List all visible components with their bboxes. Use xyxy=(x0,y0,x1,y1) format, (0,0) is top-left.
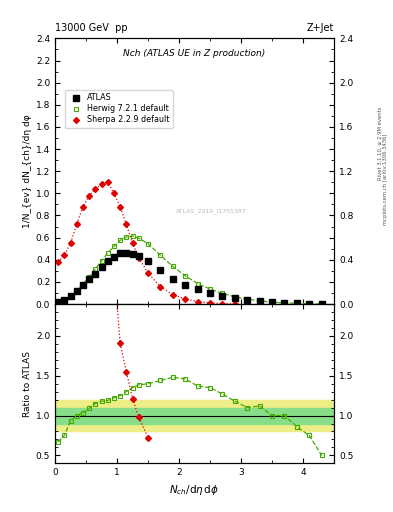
Sherpa 2.2.9 default xyxy=(183,296,187,302)
Herwig 7.2.1 default xyxy=(294,300,299,306)
ATLAS xyxy=(105,259,110,265)
Sherpa 2.2.9 default xyxy=(124,221,129,227)
Herwig 7.2.1 default xyxy=(87,274,92,280)
Herwig 7.2.1 default xyxy=(282,300,287,306)
Sherpa 2.2.9 default xyxy=(62,252,67,259)
ATLAS xyxy=(136,253,141,260)
Herwig 7.2.1 default xyxy=(245,296,250,302)
Herwig 7.2.1 default xyxy=(220,290,225,296)
ATLAS xyxy=(81,282,85,288)
Herwig 7.2.1 default xyxy=(99,258,104,264)
Herwig 7.2.1 default xyxy=(105,250,110,256)
ATLAS xyxy=(171,275,175,282)
Sherpa 2.2.9 default xyxy=(220,301,225,307)
ATLAS xyxy=(294,300,299,306)
ATLAS xyxy=(233,295,237,301)
ATLAS xyxy=(245,296,250,303)
Sherpa 2.2.9 default xyxy=(68,240,73,246)
Herwig 7.2.1 default xyxy=(233,294,237,300)
Sherpa 2.2.9 default xyxy=(208,300,212,306)
Sherpa 2.2.9 default xyxy=(130,240,135,246)
ATLAS xyxy=(130,250,135,257)
Sherpa 2.2.9 default xyxy=(136,254,141,261)
ATLAS xyxy=(282,300,287,306)
Herwig 7.2.1 default xyxy=(146,241,151,247)
ATLAS xyxy=(62,296,67,303)
Herwig 7.2.1 default xyxy=(183,273,187,279)
Sherpa 2.2.9 default xyxy=(56,259,61,265)
Sherpa 2.2.9 default xyxy=(233,301,237,307)
Sherpa 2.2.9 default xyxy=(146,270,151,276)
Herwig 7.2.1 default xyxy=(124,234,129,240)
Herwig 7.2.1 default xyxy=(112,243,116,249)
Text: ATLAS_2019_I1755387: ATLAS_2019_I1755387 xyxy=(176,208,247,214)
Sherpa 2.2.9 default xyxy=(105,179,110,185)
Herwig 7.2.1 default xyxy=(81,281,85,287)
Herwig 7.2.1 default xyxy=(56,300,61,306)
Herwig 7.2.1 default xyxy=(93,266,98,272)
Herwig 7.2.1 default xyxy=(74,288,79,294)
Sherpa 2.2.9 default xyxy=(158,284,163,290)
Legend: ATLAS, Herwig 7.2.1 default, Sherpa 2.2.9 default: ATLAS, Herwig 7.2.1 default, Sherpa 2.2.… xyxy=(64,90,173,127)
ATLAS xyxy=(93,270,98,276)
ATLAS xyxy=(319,301,324,307)
Sherpa 2.2.9 default xyxy=(195,298,200,305)
ATLAS xyxy=(195,286,200,292)
ATLAS xyxy=(99,264,104,270)
ATLAS xyxy=(220,293,225,299)
Text: 13000 GeV  pp: 13000 GeV pp xyxy=(55,23,128,33)
Sherpa 2.2.9 default xyxy=(81,204,85,210)
ATLAS xyxy=(257,298,262,304)
Line: ATLAS: ATLAS xyxy=(55,250,325,307)
ATLAS xyxy=(183,282,187,288)
X-axis label: $N_{ch}/\mathrm{d}\eta\,\mathrm{d}\phi$: $N_{ch}/\mathrm{d}\eta\,\mathrm{d}\phi$ xyxy=(169,483,220,497)
Herwig 7.2.1 default xyxy=(130,233,135,239)
Herwig 7.2.1 default xyxy=(270,299,274,305)
Text: Nch (ATLAS UE in Z production): Nch (ATLAS UE in Z production) xyxy=(123,49,266,58)
Line: Herwig 7.2.1 default: Herwig 7.2.1 default xyxy=(56,233,324,306)
Sherpa 2.2.9 default xyxy=(171,291,175,297)
Text: Z+Jet: Z+Jet xyxy=(307,23,334,33)
Herwig 7.2.1 default xyxy=(171,263,175,269)
Sherpa 2.2.9 default xyxy=(74,221,79,227)
ATLAS xyxy=(87,276,92,282)
Herwig 7.2.1 default xyxy=(62,297,67,304)
ATLAS xyxy=(118,250,123,256)
Herwig 7.2.1 default xyxy=(158,252,163,259)
Herwig 7.2.1 default xyxy=(195,281,200,287)
ATLAS xyxy=(270,299,274,305)
Herwig 7.2.1 default xyxy=(319,301,324,307)
Line: Sherpa 2.2.9 default: Sherpa 2.2.9 default xyxy=(56,180,237,306)
ATLAS xyxy=(307,301,312,307)
Y-axis label: 1/N_{ev} dN_{ch}/dη dφ: 1/N_{ev} dN_{ch}/dη dφ xyxy=(23,114,31,228)
ATLAS xyxy=(208,290,212,296)
ATLAS xyxy=(112,254,116,260)
Text: mcplots.cern.ch [arXiv:1306.3436]: mcplots.cern.ch [arXiv:1306.3436] xyxy=(384,134,388,225)
Sherpa 2.2.9 default xyxy=(87,193,92,199)
Text: Rivet 3.1.10, ≥ 2.9M events: Rivet 3.1.10, ≥ 2.9M events xyxy=(378,106,383,180)
ATLAS xyxy=(158,267,163,273)
Herwig 7.2.1 default xyxy=(136,235,141,241)
ATLAS xyxy=(146,258,151,264)
ATLAS xyxy=(68,293,73,299)
Sherpa 2.2.9 default xyxy=(112,190,116,197)
Sherpa 2.2.9 default xyxy=(93,186,98,192)
Herwig 7.2.1 default xyxy=(68,293,73,300)
ATLAS xyxy=(56,300,61,306)
Y-axis label: Ratio to ATLAS: Ratio to ATLAS xyxy=(23,351,31,417)
ATLAS xyxy=(124,249,129,255)
ATLAS xyxy=(74,288,79,294)
Herwig 7.2.1 default xyxy=(257,298,262,304)
Herwig 7.2.1 default xyxy=(118,237,123,243)
Herwig 7.2.1 default xyxy=(307,301,312,307)
Herwig 7.2.1 default xyxy=(208,286,212,292)
Sherpa 2.2.9 default xyxy=(99,181,104,187)
Sherpa 2.2.9 default xyxy=(118,204,123,210)
